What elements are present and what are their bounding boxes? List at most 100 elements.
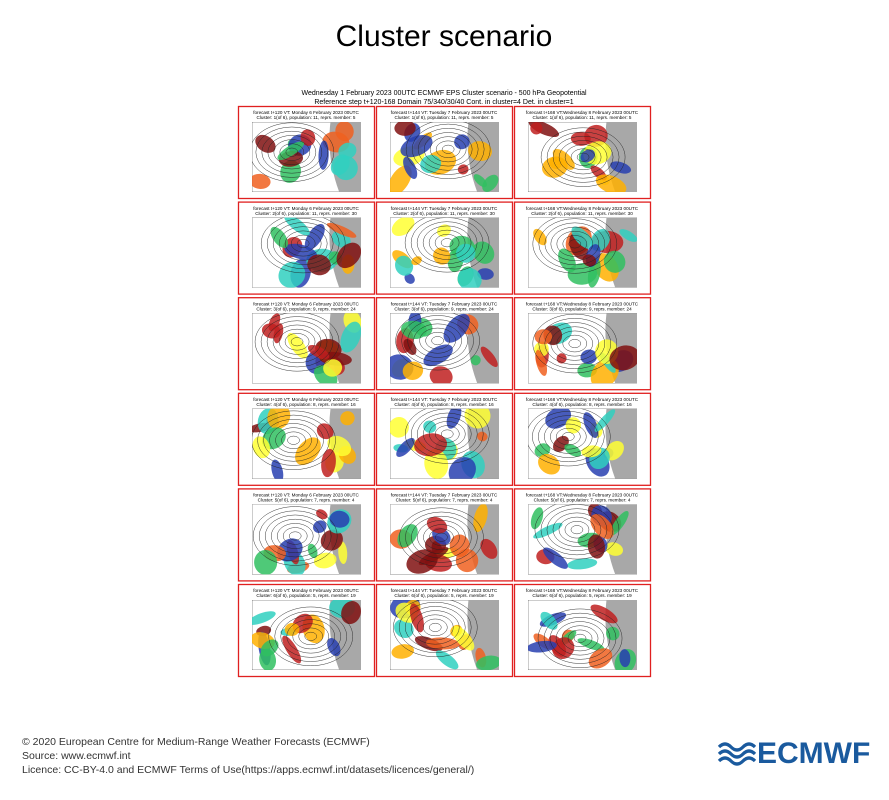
field-blob <box>538 453 561 475</box>
contour <box>546 131 620 183</box>
header-line: Reference step t+120-168 Domain 75/340/3… <box>314 99 573 106</box>
contour <box>556 427 581 446</box>
contour <box>405 122 491 179</box>
field-blob <box>446 408 462 429</box>
field-blob <box>336 242 361 269</box>
map-panel: forecast t+120 VT: Monday 6 February 202… <box>237 488 376 582</box>
field-blob <box>252 436 271 459</box>
panel-line: Cluster: 5(of 6), population: 7, reprs. … <box>534 498 631 503</box>
field-blob <box>609 345 637 371</box>
contour <box>440 238 454 248</box>
field-blob <box>260 639 279 657</box>
contour <box>254 313 340 372</box>
field-blob <box>327 637 341 657</box>
contour <box>562 432 575 442</box>
field-blob <box>300 129 316 146</box>
field-blob <box>581 445 602 458</box>
contour <box>428 229 466 256</box>
panel-line: Cluster: 5(of 6), population: 7, reprs. … <box>396 498 493 503</box>
field-blob <box>397 524 418 548</box>
field-blob <box>549 156 562 169</box>
contour <box>404 217 490 273</box>
panel-line: forecast t+144 VT: Tuesday 7 February 20… <box>391 397 498 402</box>
contour <box>552 135 614 179</box>
field-blob <box>390 165 412 192</box>
contour <box>292 623 329 650</box>
field-blob <box>480 346 498 368</box>
contour <box>570 148 596 166</box>
contour <box>576 152 590 162</box>
map-panel: forecast t+144 VT: Tuesday 7 February 20… <box>375 297 514 391</box>
field-blob <box>271 459 284 479</box>
contour <box>258 510 332 562</box>
panel-line: forecast t+168 VT:Wednesday 8 February 2… <box>526 206 639 211</box>
field-blob <box>313 552 337 569</box>
contour <box>269 423 318 458</box>
field-blob <box>338 142 357 160</box>
logo[interactable]: ECMWF <box>717 737 870 770</box>
contour <box>558 140 608 175</box>
map-panel: forecast t+168 VT:Wednesday 8 February 2… <box>513 488 652 582</box>
field-blob <box>457 267 482 288</box>
field-blob <box>273 323 284 344</box>
map <box>390 313 499 384</box>
contour <box>423 618 448 637</box>
contour <box>423 524 460 551</box>
contour <box>281 431 306 449</box>
contour <box>564 144 602 171</box>
contour <box>288 531 302 541</box>
map <box>390 408 499 479</box>
field-blob <box>452 626 475 651</box>
contour <box>538 318 612 369</box>
field-blob <box>603 250 626 273</box>
field-blob <box>556 353 567 364</box>
panel-line: forecast t+168 VT:Wednesday 8 February 2… <box>526 493 639 498</box>
contour <box>411 515 472 559</box>
contour <box>252 410 336 470</box>
field-blob <box>341 601 361 625</box>
panel-line: Cluster: 6(of 6), population: 5, reprs. … <box>394 593 494 598</box>
map-panel: forecast t+168 VT:Wednesday 8 February 2… <box>513 297 652 391</box>
contour <box>546 508 608 551</box>
map <box>252 504 361 575</box>
contour <box>405 408 490 464</box>
contour <box>263 419 324 462</box>
field-blob <box>394 619 414 639</box>
field-blob <box>267 408 291 430</box>
field-blob <box>340 411 355 426</box>
contour <box>413 323 462 358</box>
contour <box>273 139 311 166</box>
contour <box>544 222 606 266</box>
field-blob <box>580 149 595 163</box>
field-blob <box>457 164 469 175</box>
contour <box>570 525 584 535</box>
map-panel: forecast t+168 VT:Wednesday 8 February 2… <box>513 201 652 295</box>
panel-line: forecast t+120 VT: Monday 6 February 202… <box>253 397 359 402</box>
field-blob <box>284 622 300 636</box>
contour <box>550 226 600 261</box>
field-blob <box>528 640 557 653</box>
contour <box>417 520 466 555</box>
field-blob <box>540 611 558 630</box>
contour <box>568 339 582 348</box>
map <box>528 217 637 288</box>
contour <box>441 144 455 154</box>
contour <box>434 234 460 252</box>
contour <box>266 218 340 269</box>
map <box>390 600 499 670</box>
field-blob <box>530 507 544 530</box>
logo-wave <box>717 756 757 766</box>
logo-icon <box>717 742 757 766</box>
contour <box>423 416 472 452</box>
panel-line: Cluster: 2(of 6), population: 11, reprs.… <box>531 211 633 216</box>
map-panel: forecast t+168 VT:Wednesday 8 February 2… <box>513 583 652 678</box>
panel-line: forecast t+120 VT: Monday 6 February 202… <box>253 301 359 306</box>
map <box>528 408 637 479</box>
field-blob <box>477 268 494 280</box>
field-blob <box>464 408 491 429</box>
field-blob <box>330 154 350 176</box>
contour <box>540 127 626 187</box>
contour <box>417 128 479 171</box>
contour <box>573 633 587 643</box>
panel-line: Cluster: 4(of 6), population: 8, reprs. … <box>256 402 356 407</box>
